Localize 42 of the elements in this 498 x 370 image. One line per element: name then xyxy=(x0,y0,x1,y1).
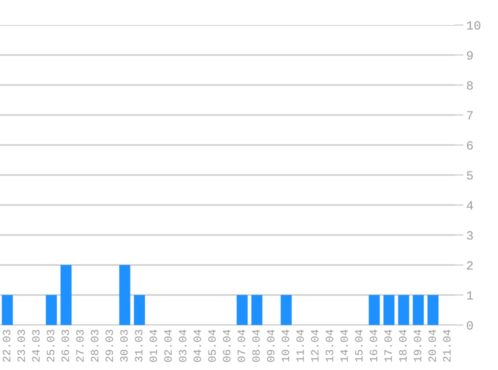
x-tick-label: 17.04 xyxy=(384,330,392,362)
x-tick-label: 22.03 xyxy=(2,330,10,362)
x-tick-label: 23.03 xyxy=(17,330,25,362)
x-tick-label: 15.04 xyxy=(355,330,363,362)
x-tick-label: 14.04 xyxy=(340,330,348,362)
y-tick-label: 4 xyxy=(466,201,473,210)
x-tick-label: 19.04 xyxy=(414,330,422,362)
x-tick-label: 25.03 xyxy=(46,330,54,362)
y-tick-label: 5 xyxy=(466,171,473,180)
x-tick-label: 27.03 xyxy=(76,330,84,362)
y-tick-label: 3 xyxy=(466,231,473,240)
x-tick-label: 05.04 xyxy=(208,330,216,362)
x-tick-label: 29.03 xyxy=(106,330,114,362)
x-tick-label: 13.04 xyxy=(326,330,334,362)
x-tick-label: 11.04 xyxy=(296,330,304,362)
x-tick-label: 26.03 xyxy=(61,330,70,362)
y-tick-label: 7 xyxy=(467,111,473,120)
y-tick-label: 1 xyxy=(467,291,474,300)
x-tick-label: 18.04 xyxy=(399,330,407,362)
x-tick-label: 12.04 xyxy=(311,330,319,362)
y-tick-label: 9 xyxy=(466,51,473,60)
y-tick-label: 0 xyxy=(466,321,473,330)
y-tick-label: 2 xyxy=(466,261,473,270)
x-tick-label: 21.04 xyxy=(443,330,451,362)
x-tick-label: 20.04 xyxy=(428,330,436,362)
x-tick-label: 09.04 xyxy=(266,330,275,362)
x-tick-label: 06.04 xyxy=(222,330,230,362)
x-tick-label: 10.04 xyxy=(282,330,290,362)
y-tick-label: 10 xyxy=(467,21,480,30)
x-tick-label: 08.04 xyxy=(252,330,260,362)
x-tick-label: 01.04 xyxy=(150,330,158,362)
x-tick-label: 31.03 xyxy=(134,330,142,362)
x-tick-label: 03.04 xyxy=(178,330,186,362)
x-tick-label: 07.04 xyxy=(238,330,246,362)
x-tick-label: 24.03 xyxy=(32,330,40,362)
x-tick-label: 28.03 xyxy=(90,330,98,362)
x-tick-label: 04.04 xyxy=(194,330,202,362)
x-tick-label: 30.03 xyxy=(120,330,128,362)
y-tick-label: 8 xyxy=(466,81,473,90)
x-tick-label: 16.04 xyxy=(370,330,378,362)
x-tick-label: 02.04 xyxy=(164,330,172,362)
y-tick-label: 6 xyxy=(467,141,473,150)
